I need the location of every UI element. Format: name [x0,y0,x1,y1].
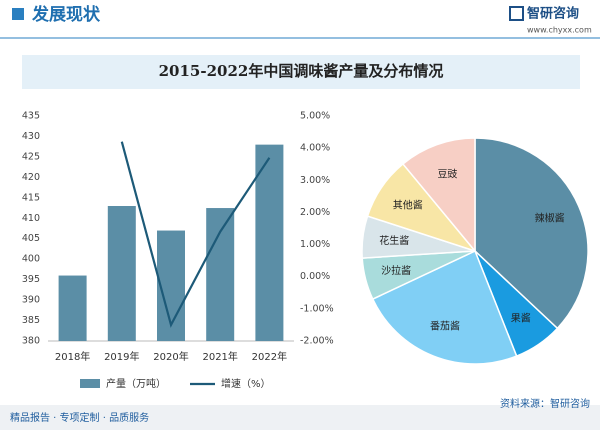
url: www.chyxx.com [527,26,592,35]
pie-label: 辣椒酱 [535,212,565,225]
panel-title-box [22,55,580,89]
pie-label: 沙拉酱 [381,264,411,277]
header-icon [12,8,24,20]
pie-label: 其他酱 [393,198,423,211]
y2-tick-label: 0.00% [300,271,330,282]
x-tick-label: 2021年 [202,350,237,363]
footer-band [0,405,600,430]
legend-label: 增速（%） [221,377,271,390]
y2-tick-label: 3.00% [300,175,330,186]
bar [255,144,284,341]
y-tick-label: 425 [22,151,40,162]
footer-source: 资料来源：智研咨询 [500,397,590,410]
brand: 智研咨询 [527,6,579,22]
bar [206,208,235,341]
legend-label: 产量（万吨） [106,377,166,390]
y2-tick-label: 5.00% [300,111,330,122]
y2-tick-label: -1.00% [300,303,334,314]
panel-title: 2015-2022年中国调味酱产量及分布情况 [159,62,444,80]
y-tick-label: 390 [22,295,40,306]
footer-slogan: 精品报告 · 专项定制 · 品质服务 [10,411,149,424]
x-tick-label: 2019年 [104,350,139,363]
y2-tick-label: 2.00% [300,207,330,218]
y-tick-label: 385 [22,315,40,326]
x-tick-label: 2018年 [55,350,90,363]
y2-tick-label: -2.00% [300,336,334,347]
pie-label: 果酱 [511,311,531,324]
pie-slice [371,249,518,365]
pie-label: 花生酱 [379,234,409,247]
pie-label: 豆豉 [437,168,457,180]
brand-logo [509,6,524,21]
y-tick-label: 420 [22,172,40,183]
line [120,141,271,328]
y-tick-label: 435 [22,111,40,122]
y-tick-label: 410 [22,213,40,224]
y-tick-label: 380 [22,336,40,347]
y-tick-label: 430 [22,131,40,142]
bar [107,206,136,341]
pie-slice [474,137,589,330]
y2-tick-label: 1.00% [300,239,330,250]
y-tick-label: 415 [22,192,40,203]
x-tick-label: 2020年 [153,350,188,363]
y-tick-label: 400 [22,254,40,265]
pie-slice [401,137,476,254]
pie-label: 番茄酱 [430,320,460,333]
header-title: 发展现状 [31,4,101,25]
y-tick-label: 395 [22,274,40,285]
y2-tick-label: 4.00% [300,143,330,154]
x-tick-label: 2022年 [252,350,287,363]
legend-swatch [80,379,100,388]
bar [58,275,87,341]
y-tick-label: 405 [22,233,40,244]
